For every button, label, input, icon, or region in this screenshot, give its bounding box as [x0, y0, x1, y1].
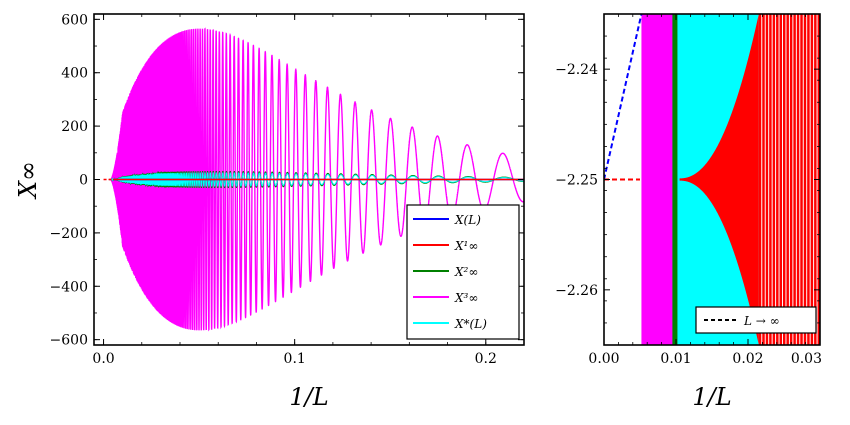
stripe-x1-inf: [807, 14, 810, 345]
y-tick-label: 600: [61, 12, 88, 28]
x-tick-label: 0.00: [588, 351, 619, 367]
legend-label: X²∞: [454, 265, 478, 279]
right-legend-box: [695, 306, 817, 334]
x-axis-label: 1/L: [289, 383, 328, 411]
stripe-x1-inf: [782, 14, 786, 345]
stripe-x1-inf: [769, 14, 772, 345]
band-x2-inf: [672, 14, 678, 345]
band-x3-inf: [641, 14, 675, 345]
y-tick-label: 0: [79, 173, 88, 189]
y-axis-label: X∞: [14, 161, 42, 200]
left-legend: X(L) X¹∞ X²∞ X³∞ X*(L): [406, 204, 520, 340]
stripe-x1-inf: [779, 14, 783, 345]
stripe-x1-inf: [800, 14, 803, 345]
right-plot-area: [604, 14, 823, 345]
legend-label: L → ∞: [743, 314, 780, 328]
y-tick-label: −2.24: [555, 62, 598, 78]
right-panel: 0.00 0.01 0.02 0.03 −2.24 −2.25 −2.26 1/L L → ∞: [555, 13, 823, 411]
legend-label: X*(L): [454, 317, 487, 331]
y-tick-label: −600: [50, 333, 88, 349]
band-x1-inf-trumpet: [679, 14, 759, 345]
stripe-x1-inf: [789, 14, 793, 345]
legend-label: X(L): [454, 213, 481, 227]
x-tick-label: 0.01: [660, 351, 691, 367]
extrapolation-x-l: [604, 14, 643, 180]
stripe-x1-inf: [821, 14, 823, 345]
stripe-x1-inf: [776, 14, 779, 345]
stripe-x1-inf: [796, 14, 800, 345]
stripe-x1-inf: [772, 14, 776, 345]
stripe-x1-inf: [762, 14, 765, 345]
left-plot-area: [103, 27, 524, 332]
x-tick-label: 0.03: [791, 351, 822, 367]
x-tick-label: 0.0: [92, 351, 114, 367]
x-tick-label: 0.02: [732, 351, 763, 367]
stripe-x1-inf: [786, 14, 789, 345]
y-tick-label: 200: [61, 119, 88, 135]
stripe-x1-inf: [793, 14, 796, 345]
y-tick-label: −2.25: [555, 173, 598, 189]
x-axis-label: 1/L: [692, 383, 731, 411]
legend-label: X¹∞: [454, 239, 478, 253]
y-tick-label: −2.26: [555, 283, 598, 299]
y-tick-label: −400: [50, 279, 88, 295]
x-tick-label: 0.1: [284, 351, 306, 367]
series-x3-inf-line: [109, 27, 524, 332]
stripe-x1-inf: [758, 14, 762, 345]
y-tick-label: 400: [61, 66, 88, 82]
legend-label: X³∞: [454, 291, 478, 305]
left-panel: 0.0 0.1 0.2 600 400 200 0 −200 −400 −600 1/L X∞ X(L)…: [14, 12, 525, 411]
right-legend: L → ∞: [695, 306, 817, 334]
series-xstar-line: [109, 172, 524, 187]
y-tick-label: −200: [50, 226, 88, 242]
stripe-x1-inf: [803, 14, 807, 345]
x-tick-label: 0.2: [475, 351, 497, 367]
stripe-x1-inf: [765, 14, 769, 345]
stripe-x1-inf: [810, 14, 814, 345]
